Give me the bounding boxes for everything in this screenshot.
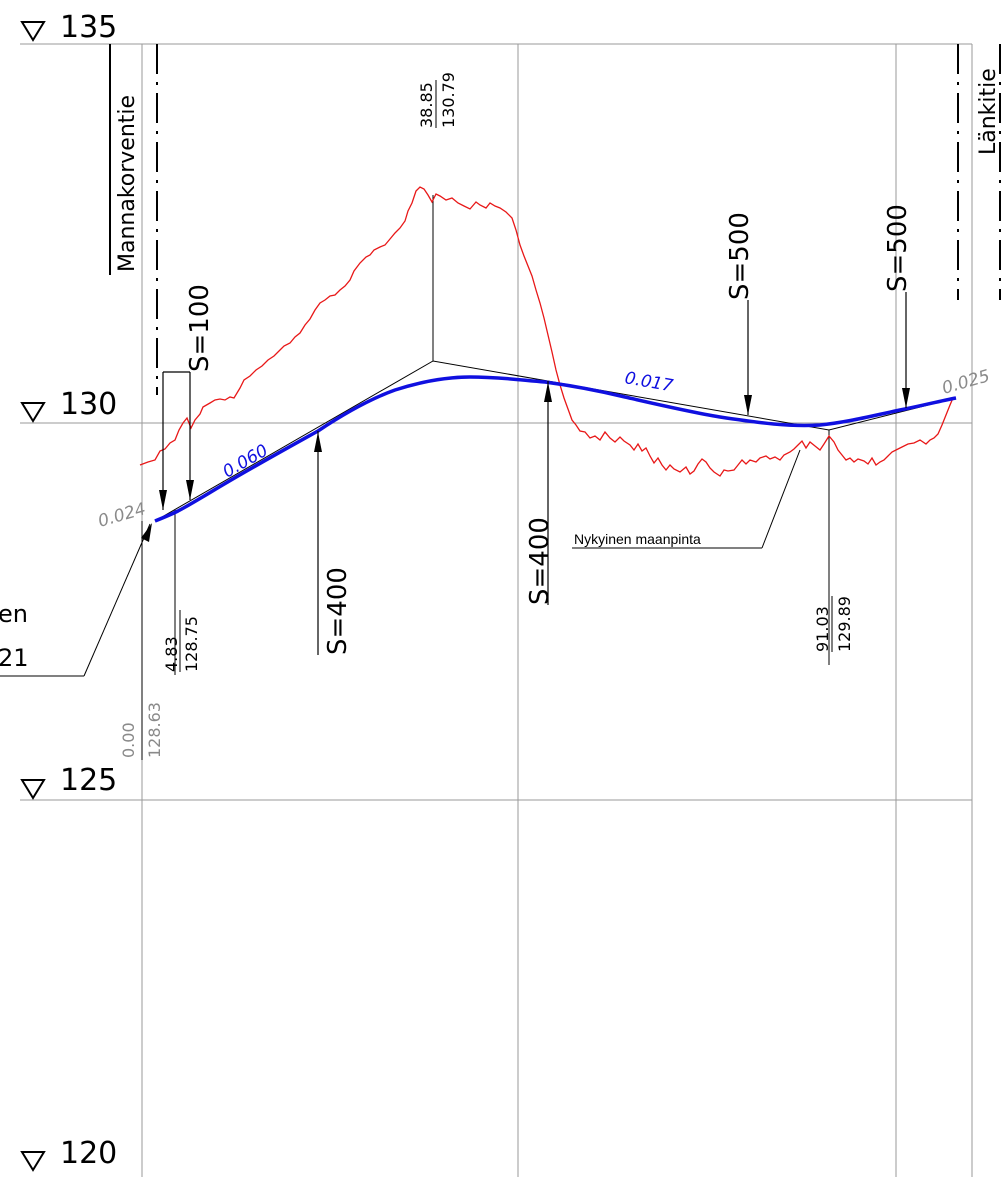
level-marker-130: 130 — [20, 387, 117, 423]
arrow-down-icon — [902, 388, 910, 408]
station-chainage: 91.03 — [813, 606, 832, 652]
level-grid — [20, 43, 972, 801]
station-chainage: 4.83 — [162, 636, 181, 672]
arrow-up-icon — [544, 382, 552, 402]
station-start: 0.00 128.63 — [119, 702, 164, 758]
curve-label-s500-a: S=500 — [725, 212, 755, 300]
grade-label-1: 0.060 — [220, 441, 272, 483]
road-marker-right: Länkitie — [957, 44, 1001, 300]
ground-label: Nykyinen maanpinta — [574, 531, 701, 547]
level-label-135: 135 — [60, 10, 117, 45]
design-profile-line — [154, 375, 957, 523]
arrow-down-icon — [744, 395, 752, 415]
curve-label-s400-b: S=400 — [525, 517, 555, 605]
cut-label-line2: 21 — [0, 644, 29, 672]
ground-line — [139, 186, 954, 477]
station-elevation: 128.75 — [182, 616, 201, 672]
station-elevation: 130.79 — [439, 72, 458, 128]
station-elevation: 129.89 — [835, 596, 854, 652]
road-marker-left: Mannakorventie — [109, 44, 158, 395]
road-label-right: Länkitie — [976, 68, 1001, 155]
arrow-up-icon — [141, 523, 152, 542]
station-elevation: 128.63 — [145, 702, 164, 758]
station-chainage: 0.00 — [119, 722, 138, 758]
station-p3: 91.03 129.89 — [813, 596, 854, 652]
level-marker-135: 135 — [20, 10, 117, 45]
station-p2: 38.85 130.79 — [417, 72, 458, 128]
tangent-lines — [141, 195, 957, 760]
cut-label-line1: en — [0, 600, 28, 628]
level-triangle-icon — [20, 1151, 46, 1172]
station-p1: 4.83 128.75 — [162, 610, 201, 672]
ground-label-callout: Nykyinen maanpinta — [572, 449, 801, 549]
vertical-grid — [141, 44, 973, 1177]
level-triangle-icon — [20, 21, 46, 42]
cut-label-callout: en 21 — [0, 523, 152, 677]
grade-label-start: 0.024 — [96, 499, 148, 532]
callout-leader — [83, 523, 151, 677]
station-chainage: 38.85 — [417, 82, 436, 128]
level-marker-120: 120 — [20, 1136, 117, 1172]
curve-s500-a: S=500 — [725, 212, 755, 415]
curve-s400-b: S=400 — [525, 381, 555, 605]
curve-s500-b: S=500 — [883, 204, 913, 408]
curve-s400-a: S=400 — [314, 431, 353, 655]
tangent-polyline — [154, 360, 957, 522]
curve-label-s500-b: S=500 — [883, 204, 913, 292]
level-triangle-icon — [20, 402, 46, 423]
level-label-130: 130 — [60, 387, 117, 422]
level-label-120: 120 — [60, 1136, 117, 1171]
arrow-up-icon — [314, 432, 322, 452]
level-marker-125: 125 — [20, 763, 117, 800]
grade-label-end: 0.025 — [940, 366, 992, 399]
level-triangle-icon — [20, 779, 46, 800]
grade-label-2: 0.017 — [623, 368, 675, 396]
road-label-left: Mannakorventie — [115, 95, 140, 272]
level-label-125: 125 — [60, 763, 117, 798]
curve-label-s400-a: S=400 — [323, 567, 353, 655]
arrow-down-icon — [159, 490, 167, 510]
callout-leader — [761, 449, 801, 549]
arrow-down-icon — [186, 480, 194, 500]
curve-s100: S=100 — [159, 284, 215, 510]
curve-label-s100: S=100 — [185, 284, 215, 372]
